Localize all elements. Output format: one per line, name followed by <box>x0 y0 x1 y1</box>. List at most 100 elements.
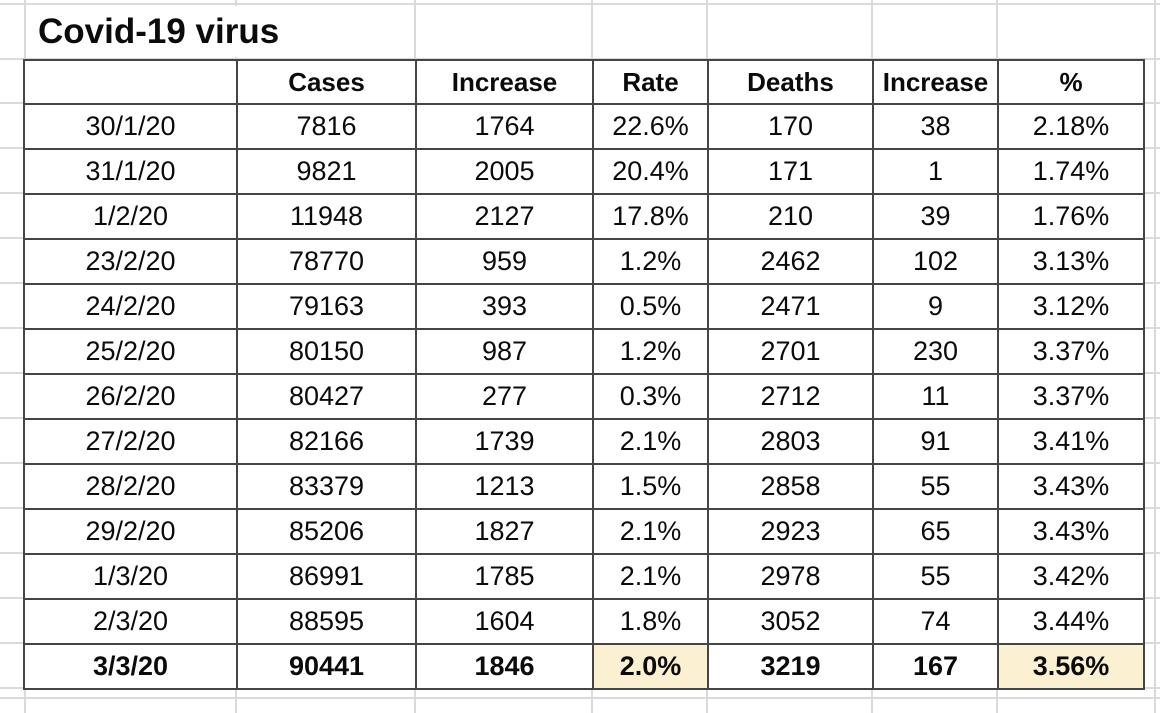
cell-cases[interactable]: 79163 <box>236 283 417 330</box>
header-pct[interactable]: % <box>997 59 1145 105</box>
cell-date[interactable]: 24/2/20 <box>23 283 238 330</box>
cell-pct-highlighted[interactable]: 3.56% <box>997 643 1145 690</box>
cell-rate[interactable]: 20.4% <box>592 148 709 195</box>
header-deaths[interactable]: Deaths <box>707 59 874 105</box>
cell-deaths-increase[interactable]: 11 <box>872 373 999 420</box>
cell-deaths-increase[interactable]: 55 <box>872 553 999 600</box>
cell-date[interactable]: 27/2/20 <box>23 418 238 465</box>
cell-date[interactable]: 31/1/20 <box>23 148 238 195</box>
cell-pct[interactable]: 3.41% <box>997 418 1145 465</box>
table-row-total: 3/3/20 90441 1846 2.0% 3219 167 3.56% <box>23 643 1145 690</box>
cell-deaths[interactable]: 2712 <box>707 373 874 420</box>
cell-rate[interactable]: 1.2% <box>592 328 709 375</box>
cell-date[interactable]: 1/3/20 <box>23 553 238 600</box>
cell-deaths-increase[interactable]: 91 <box>872 418 999 465</box>
cell-cases[interactable]: 83379 <box>236 463 417 510</box>
cell-deaths-increase[interactable]: 9 <box>872 283 999 330</box>
cell-cases-increase[interactable]: 1604 <box>415 598 594 645</box>
cell-pct[interactable]: 2.18% <box>997 103 1145 150</box>
cell-deaths-increase[interactable]: 65 <box>872 508 999 555</box>
cell-rate[interactable]: 1.2% <box>592 238 709 285</box>
cell-rate[interactable]: 1.8% <box>592 598 709 645</box>
cell-cases[interactable]: 80150 <box>236 328 417 375</box>
cell-date[interactable]: 29/2/20 <box>23 508 238 555</box>
cell-date[interactable]: 25/2/20 <box>23 328 238 375</box>
cell-cases[interactable]: 85206 <box>236 508 417 555</box>
cell-cases-increase[interactable]: 987 <box>415 328 594 375</box>
cell-cases-increase[interactable]: 2005 <box>415 148 594 195</box>
cell-date[interactable]: 3/3/20 <box>23 643 238 690</box>
cell-cases[interactable]: 90441 <box>236 643 417 690</box>
cell-deaths[interactable]: 170 <box>707 103 874 150</box>
cell-pct[interactable]: 3.37% <box>997 373 1145 420</box>
cell-pct[interactable]: 1.74% <box>997 148 1145 195</box>
cell-cases-increase[interactable]: 1764 <box>415 103 594 150</box>
cell-rate[interactable]: 2.1% <box>592 508 709 555</box>
cell-deaths[interactable]: 2923 <box>707 508 874 555</box>
cell-rate[interactable]: 2.1% <box>592 553 709 600</box>
cell-cases-increase[interactable]: 277 <box>415 373 594 420</box>
cell-deaths-increase[interactable]: 230 <box>872 328 999 375</box>
header-cases[interactable]: Cases <box>236 59 417 105</box>
cell-rate[interactable]: 17.8% <box>592 193 709 240</box>
cell-date[interactable]: 2/3/20 <box>23 598 238 645</box>
cell-cases-increase[interactable]: 1739 <box>415 418 594 465</box>
cell-cases[interactable]: 80427 <box>236 373 417 420</box>
cell-cases-increase[interactable]: 959 <box>415 238 594 285</box>
cell-rate-highlighted[interactable]: 2.0% <box>592 643 709 690</box>
cell-pct[interactable]: 3.12% <box>997 283 1145 330</box>
cell-deaths[interactable]: 2978 <box>707 553 874 600</box>
header-rate[interactable]: Rate <box>592 59 709 105</box>
cell-deaths[interactable]: 2462 <box>707 238 874 285</box>
cell-date[interactable]: 26/2/20 <box>23 373 238 420</box>
cell-pct[interactable]: 3.44% <box>997 598 1145 645</box>
cell-deaths-increase[interactable]: 38 <box>872 103 999 150</box>
cell-deaths-increase[interactable]: 1 <box>872 148 999 195</box>
cell-cases-increase[interactable]: 1827 <box>415 508 594 555</box>
cell-deaths-increase[interactable]: 167 <box>872 643 999 690</box>
cell-pct[interactable]: 3.43% <box>997 508 1145 555</box>
header-deaths-increase[interactable]: Increase <box>872 59 999 105</box>
cell-pct[interactable]: 3.42% <box>997 553 1145 600</box>
cell-cases[interactable]: 78770 <box>236 238 417 285</box>
title-cell[interactable]: Covid-19 virus <box>27 6 316 57</box>
cell-deaths[interactable]: 3219 <box>707 643 874 690</box>
cell-rate[interactable]: 2.1% <box>592 418 709 465</box>
cell-deaths[interactable]: 2858 <box>707 463 874 510</box>
cell-pct[interactable]: 3.37% <box>997 328 1145 375</box>
cell-cases[interactable]: 7816 <box>236 103 417 150</box>
cell-cases[interactable]: 88595 <box>236 598 417 645</box>
cell-cases[interactable]: 9821 <box>236 148 417 195</box>
cell-deaths[interactable]: 3052 <box>707 598 874 645</box>
header-date-empty[interactable] <box>23 59 238 105</box>
cell-rate[interactable]: 0.3% <box>592 373 709 420</box>
cell-pct[interactable]: 3.13% <box>997 238 1145 285</box>
cell-cases[interactable]: 86991 <box>236 553 417 600</box>
cell-date[interactable]: 1/2/20 <box>23 193 238 240</box>
cell-deaths-increase[interactable]: 102 <box>872 238 999 285</box>
cell-cases-increase[interactable]: 2127 <box>415 193 594 240</box>
cell-deaths[interactable]: 2701 <box>707 328 874 375</box>
cell-pct[interactable]: 3.43% <box>997 463 1145 510</box>
cell-deaths-increase[interactable]: 74 <box>872 598 999 645</box>
cell-deaths[interactable]: 210 <box>707 193 874 240</box>
cell-cases[interactable]: 11948 <box>236 193 417 240</box>
cell-date[interactable]: 23/2/20 <box>23 238 238 285</box>
cell-deaths[interactable]: 2803 <box>707 418 874 465</box>
cell-date[interactable]: 30/1/20 <box>23 103 238 150</box>
cell-deaths[interactable]: 171 <box>707 148 874 195</box>
cell-rate[interactable]: 22.6% <box>592 103 709 150</box>
header-cases-increase[interactable]: Increase <box>415 59 594 105</box>
cell-cases-increase[interactable]: 1785 <box>415 553 594 600</box>
cell-rate[interactable]: 0.5% <box>592 283 709 330</box>
cell-deaths-increase[interactable]: 39 <box>872 193 999 240</box>
cell-deaths[interactable]: 2471 <box>707 283 874 330</box>
cell-rate[interactable]: 1.5% <box>592 463 709 510</box>
cell-pct[interactable]: 1.76% <box>997 193 1145 240</box>
cell-deaths-increase[interactable]: 55 <box>872 463 999 510</box>
cell-cases-increase[interactable]: 1846 <box>415 643 594 690</box>
cell-cases[interactable]: 82166 <box>236 418 417 465</box>
cell-cases-increase[interactable]: 1213 <box>415 463 594 510</box>
cell-date[interactable]: 28/2/20 <box>23 463 238 510</box>
cell-cases-increase[interactable]: 393 <box>415 283 594 330</box>
